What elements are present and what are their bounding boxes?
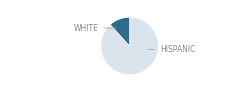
Legend: 88.3%, 11.7%: 88.3%, 11.7% [88,98,171,100]
Wedge shape [101,17,158,75]
Text: HISPANIC: HISPANIC [147,45,195,54]
Wedge shape [110,17,130,46]
Text: WHITE: WHITE [74,24,116,33]
